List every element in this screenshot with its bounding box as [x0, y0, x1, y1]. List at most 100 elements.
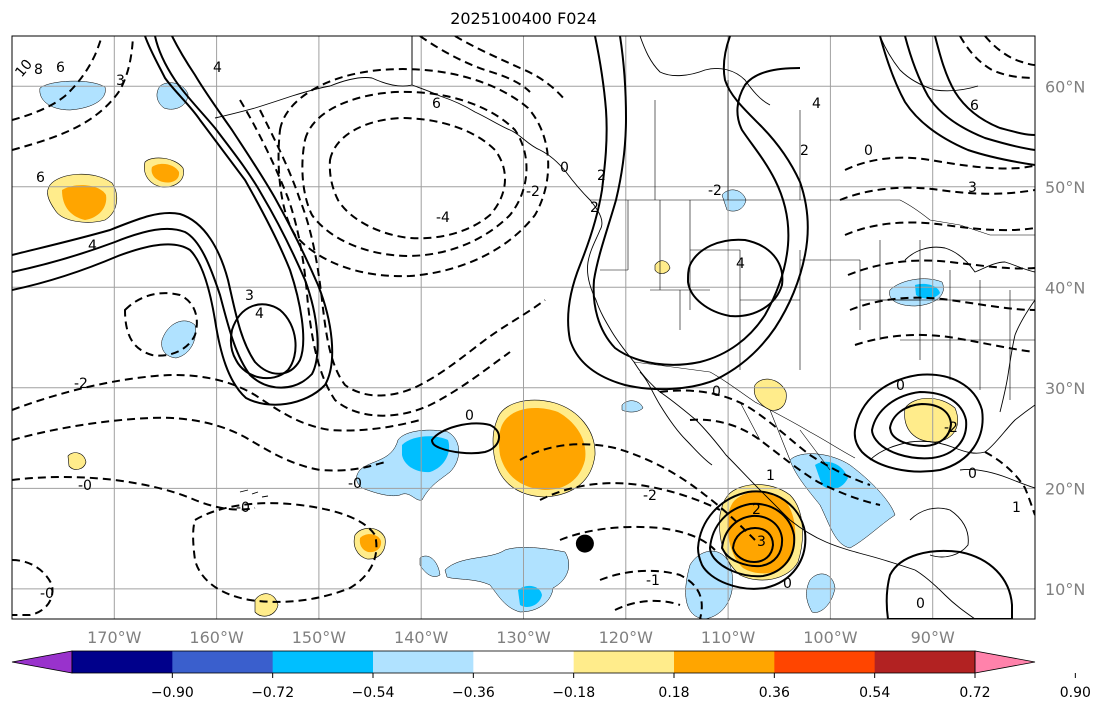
contour-positive-subtropical-zero [430, 422, 500, 455]
coastline-canada-arctic [879, 36, 979, 92]
colorbar-segment-0 [72, 651, 173, 673]
lon-tick-label-7: 100°W [803, 628, 858, 647]
contour-label: 1 [1012, 500, 1021, 516]
anomaly-region-west-pacific-small [67, 452, 87, 470]
contour-negative-east-us-4 [847, 259, 1035, 276]
contour-label: 8 [34, 62, 43, 78]
contour-label: 4 [736, 256, 745, 272]
contour-label: 3 [116, 73, 125, 89]
colorbar-tick-label-2: −0.54 [352, 685, 395, 701]
contour-positive-rockies-high-2 [592, 36, 801, 366]
lat-tick-label-2: 30°N [1045, 379, 1085, 398]
colorbar-segment-6 [674, 651, 775, 673]
contour-positive-west-trough-2 [12, 36, 319, 389]
border-us-states-east [879, 240, 1035, 400]
contour-negative-west-pacific-2 [239, 99, 511, 417]
coastline-cuba [959, 469, 1035, 489]
contour-label: 4 [88, 238, 97, 254]
lon-tick-label-6: 110°W [701, 628, 756, 647]
contour-negative-west-low [12, 559, 54, 616]
contour-negative-south-pacific [192, 502, 378, 603]
colorbar-segment-8 [874, 651, 976, 673]
coastline-alaska [411, 36, 603, 231]
contour-label: 6 [970, 98, 979, 114]
lon-tick-label-1: 160°W [189, 628, 244, 647]
colorbar-segment-4 [473, 651, 575, 673]
contour-label: -4 [436, 210, 450, 226]
contour-negative-subtropics-2 [12, 416, 386, 472]
map-title: 2025100400 F024 [450, 9, 597, 28]
colorbar-tick-label-6: 0.36 [759, 685, 790, 701]
map-border [11, 35, 1036, 620]
contour-label: -2 [74, 376, 88, 392]
colorbar-tick-label-3: −0.36 [452, 685, 495, 701]
contour-positive-east-ridge [934, 36, 1035, 136]
contour-label: 1 [766, 468, 775, 484]
contour-positive-east-ridge-2 [904, 36, 1035, 151]
contour-negative-east-us-5 [849, 296, 1035, 311]
contour-label: 0 [465, 408, 474, 424]
anomaly-region-bering-sea [39, 80, 106, 111]
colorbar-tick-label-1: −0.72 [251, 685, 294, 701]
colorbar-segment-5 [573, 651, 675, 673]
anomaly-region-mexico-coast-core [815, 461, 848, 490]
contour-negative-east-pacific-south [599, 569, 703, 619]
contour-label: 4 [213, 60, 222, 76]
contour-negative-mexico-interior-2 [689, 418, 881, 506]
contour-negative-subtropics-3 [12, 476, 256, 511]
contour-negative-ne-canada-1 [959, 36, 1035, 79]
contour-label: 0 [916, 596, 925, 612]
contour-negative-baja-trough-1 [519, 443, 756, 541]
border-us-canada [590, 199, 1035, 236]
contour-positive-north-pacific-low [229, 303, 297, 380]
contour-positive-west-trough-3 [12, 36, 334, 406]
contour-positive-se-low-1 [853, 373, 984, 473]
contour-positive-hurricane-1 [696, 490, 807, 590]
contour-negative-subtropics-1 [12, 373, 421, 432]
contour-negative-arctic-1 [419, 36, 531, 93]
contour-label: 2 [597, 168, 606, 184]
contour-positive-west-trough-1 [12, 36, 305, 375]
colorbar-tick-label-0: −0.90 [151, 685, 194, 701]
contour-negative-ne-canada-2 [984, 36, 1035, 66]
lon-tick-label-2: 150°W [292, 628, 347, 647]
contour-label: -0 [348, 476, 362, 492]
contour-positive-hurricane-3 [720, 514, 784, 568]
contour-negative-arctic-2 [454, 36, 566, 101]
coastline-east-us [999, 299, 1035, 413]
border-us-mexico [633, 361, 856, 459]
contour-label: 0 [560, 160, 569, 176]
anomaly-region-ne-pacific-west-core [62, 185, 107, 220]
contour-negative-gulf-alaska-low-1 [328, 116, 507, 240]
contour-positive-se-low-2 [870, 390, 968, 460]
contour-label: -0 [78, 478, 92, 494]
contour-negative-gulf-alaska-low-2 [301, 90, 528, 258]
colorbar-segment-3 [373, 651, 474, 673]
anomaly-region-hawaii-east [419, 555, 441, 577]
negative-anomaly-regions [39, 80, 944, 619]
lat-tick-label-4: 50°N [1045, 178, 1085, 197]
colorbar-tick-label-5: 0.18 [658, 685, 689, 701]
contour-positive-gulf-caribbean [885, 549, 1013, 619]
contour-negative-east-pacific-south-2 [614, 599, 681, 611]
contour-negative-nw-1 [12, 36, 103, 121]
contour-labels: 10 8 6 3 4 6 6 4 -4 3 4 -2 -0 -0 -0 -0 0… [12, 57, 1021, 612]
lon-tick-label-5: 120°W [599, 628, 654, 647]
colorbar-extend-high [974, 650, 1036, 674]
contour-label: 0 [968, 466, 977, 482]
lon-tick-label-3: 140°W [394, 628, 449, 647]
colorbar: −0.90 −0.72 −0.54 −0.36 −0.18 0.18 0.36 0.54 0.7… [11, 650, 1091, 701]
contour-negative-west-pacific-1 [259, 109, 546, 397]
contour-label: 6 [36, 170, 45, 186]
anomaly-region-mexico-coast [789, 453, 896, 549]
contour-negative-mexico-interior-1 [659, 389, 871, 486]
lat-tick-label-5: 60°N [1045, 77, 1085, 96]
coastline-yucatan [909, 507, 969, 558]
coastline-baja-california [639, 371, 713, 466]
contour-label: 2 [752, 502, 761, 518]
contour-label: -2 [944, 420, 958, 436]
anomaly-region-gulf-mexico-east [904, 397, 958, 443]
contour-label: 0 [783, 576, 792, 592]
contour-label: 6 [432, 96, 441, 112]
